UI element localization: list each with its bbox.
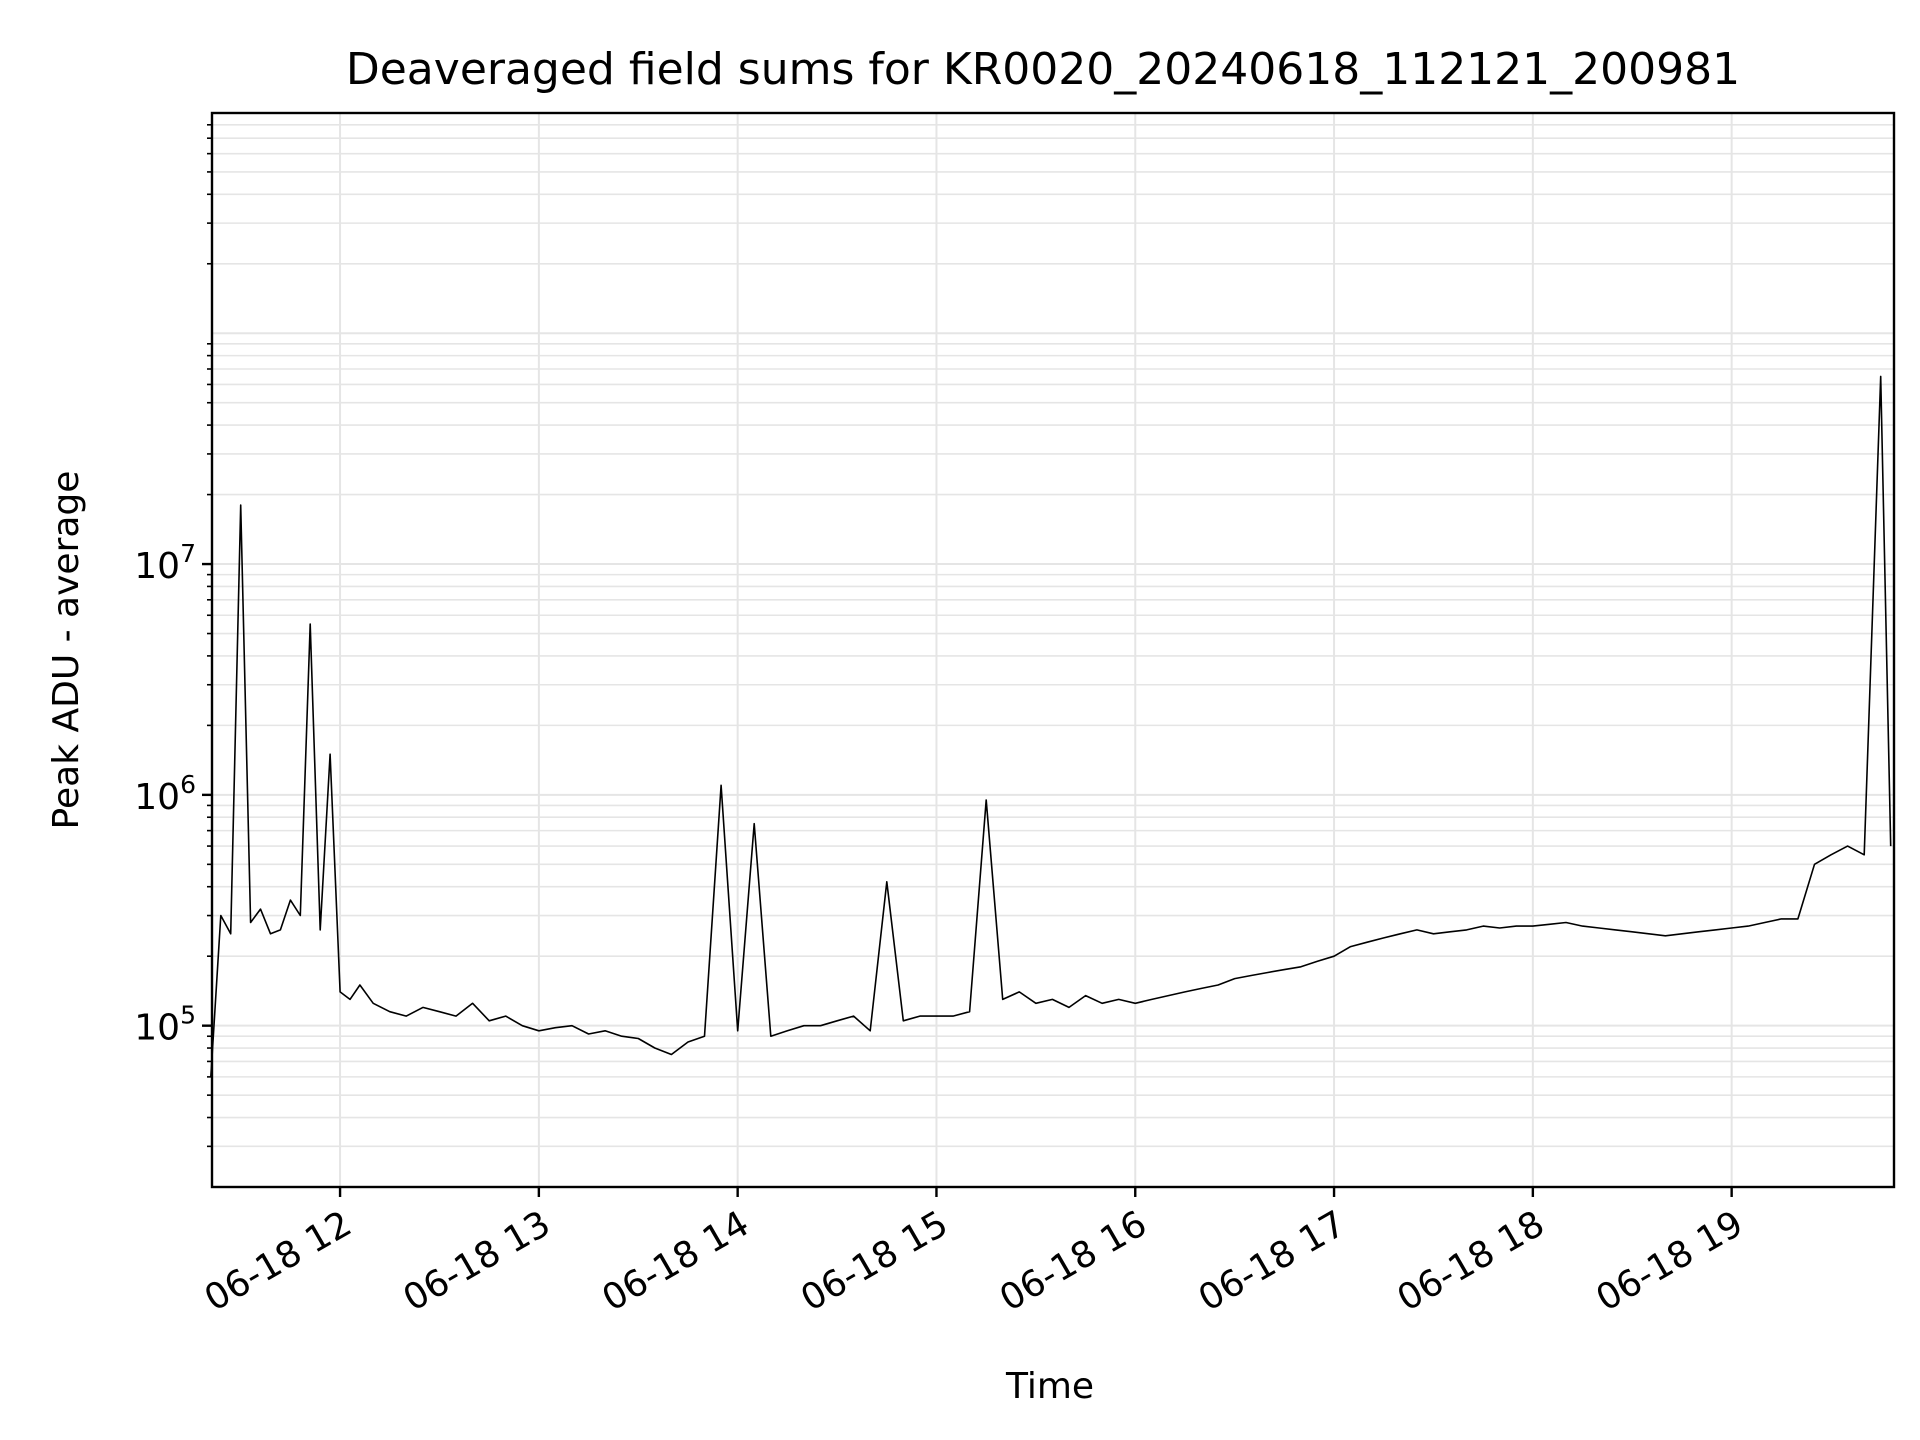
x-tick-label: 06-18 17 (1192, 1203, 1353, 1319)
x-axis: 06-18 12 06-18 13 06-18 14 06-18 15 06-18 16… (198, 1187, 1750, 1320)
x-tick-label: 06-18 13 (397, 1203, 558, 1319)
chart-title: Deaveraged field sums for KR0020_2024061… (346, 44, 1740, 95)
grid (212, 113, 1894, 1187)
y-axis-label: Peak ADU - average (46, 471, 87, 830)
y-tick-label: 105 (134, 1001, 196, 1049)
x-tick-label: 06-18 14 (595, 1203, 756, 1319)
y-tick-label: 106 (134, 770, 196, 818)
x-axis-label: Time (1005, 1366, 1094, 1407)
y-tick-label: 107 (134, 539, 196, 587)
x-tick-label: 06-18 12 (198, 1203, 359, 1319)
plot-frame (210, 111, 1896, 1189)
y-axis: 105 106 107 (134, 124, 212, 1148)
x-tick-label: 06-18 16 (993, 1203, 1154, 1319)
x-tick-label: 06-18 19 (1589, 1203, 1750, 1319)
x-tick-label: 06-18 18 (1391, 1203, 1552, 1319)
series-line (210, 375, 1892, 1077)
x-tick-label: 06-18 15 (794, 1203, 955, 1319)
